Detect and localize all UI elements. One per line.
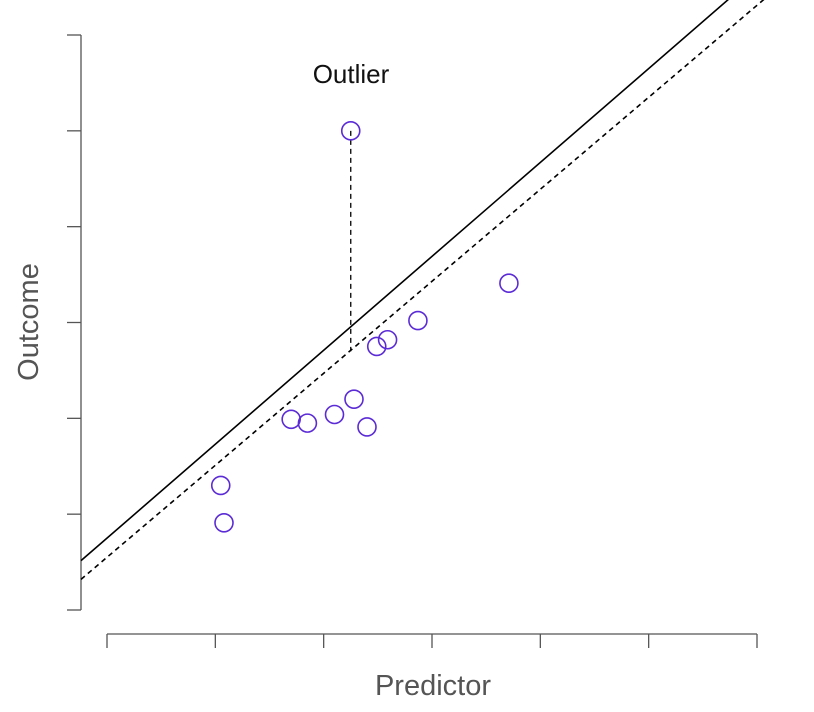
regression-line-solid	[80, 0, 729, 562]
regression-lines	[80, 0, 765, 580]
x-axis-label: Predictor	[375, 670, 491, 702]
data-point	[210, 475, 231, 496]
data-point	[214, 512, 234, 533]
data-point	[408, 310, 428, 331]
data-point	[340, 121, 361, 141]
data-points	[210, 121, 519, 533]
axes	[67, 34, 758, 648]
data-point	[366, 336, 387, 357]
data-point	[344, 389, 364, 409]
data-point	[281, 409, 301, 430]
y-axis-label: Outcome	[13, 263, 45, 381]
data-point	[297, 413, 318, 433]
data-point	[499, 273, 519, 294]
data-point	[377, 329, 398, 350]
data-point	[324, 404, 345, 425]
outlier-annotation: Outlier	[313, 59, 390, 89]
regression-line-dashed	[80, 0, 765, 580]
data-point	[357, 417, 377, 437]
